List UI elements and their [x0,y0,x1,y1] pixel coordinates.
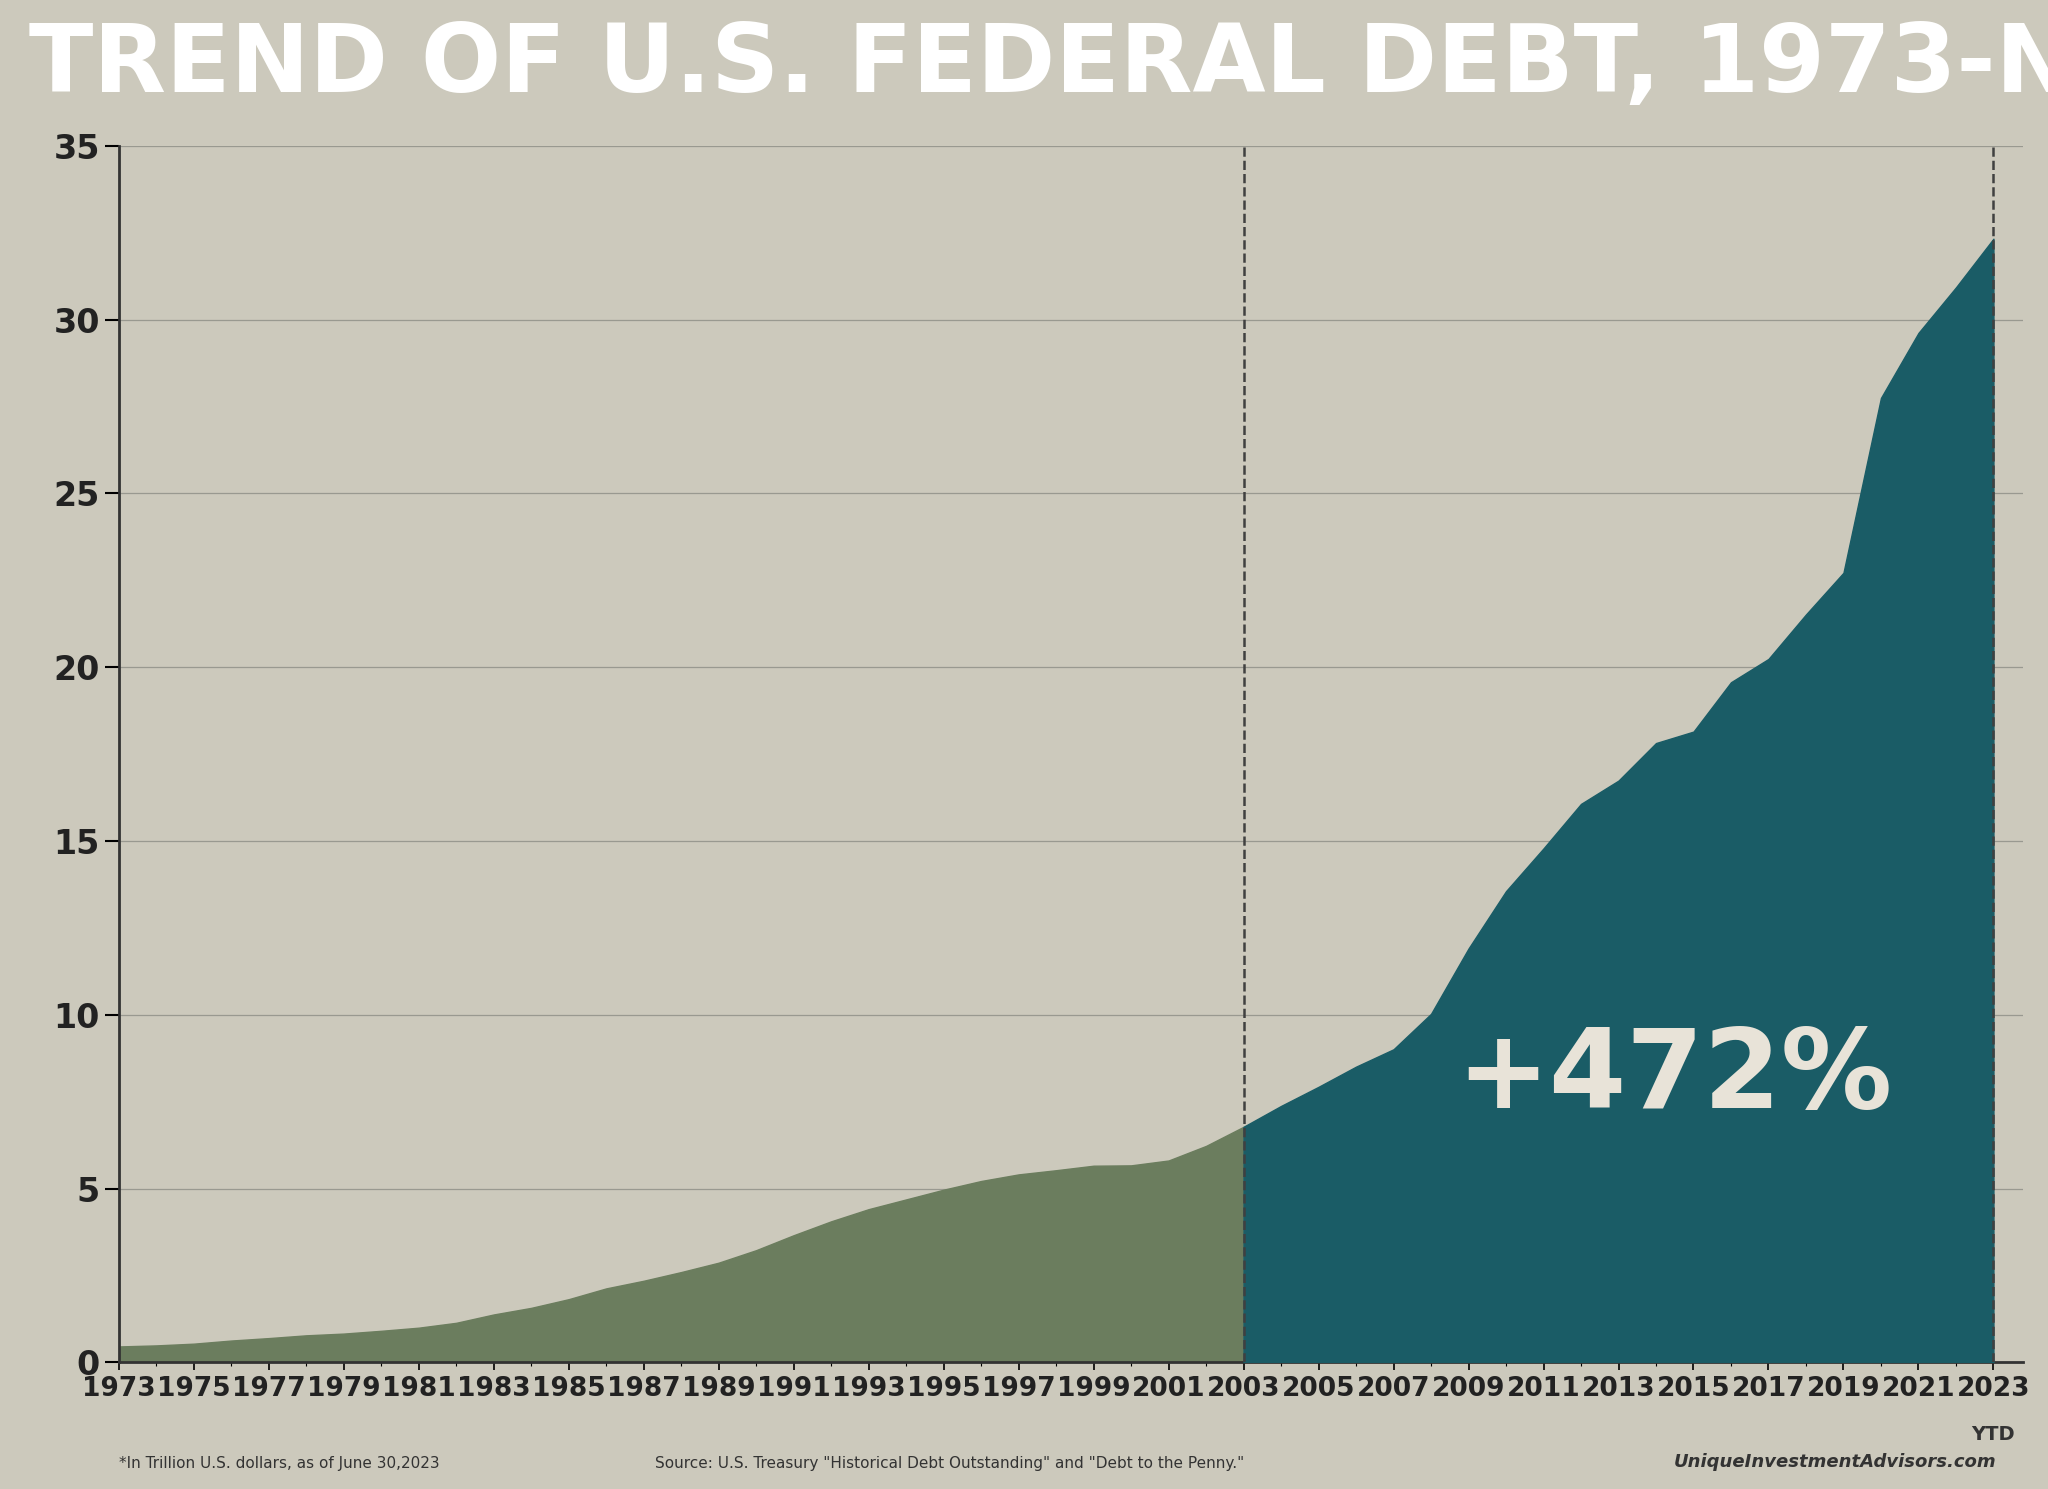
Text: +472%: +472% [1456,1024,1892,1132]
Text: Source: U.S. Treasury "Historical Debt Outstanding" and "Debt to the Penny.": Source: U.S. Treasury "Historical Debt O… [655,1456,1245,1471]
Text: *In Trillion U.S. dollars, as of June 30,2023: *In Trillion U.S. dollars, as of June 30… [119,1456,440,1471]
Text: UniqueInvestmentAdvisors.com: UniqueInvestmentAdvisors.com [1673,1453,1997,1471]
Text: YTD: YTD [1972,1425,2015,1444]
Text: THE TREND OF U.S. FEDERAL DEBT, 1973-NOW: THE TREND OF U.S. FEDERAL DEBT, 1973-NOW [0,19,2048,112]
